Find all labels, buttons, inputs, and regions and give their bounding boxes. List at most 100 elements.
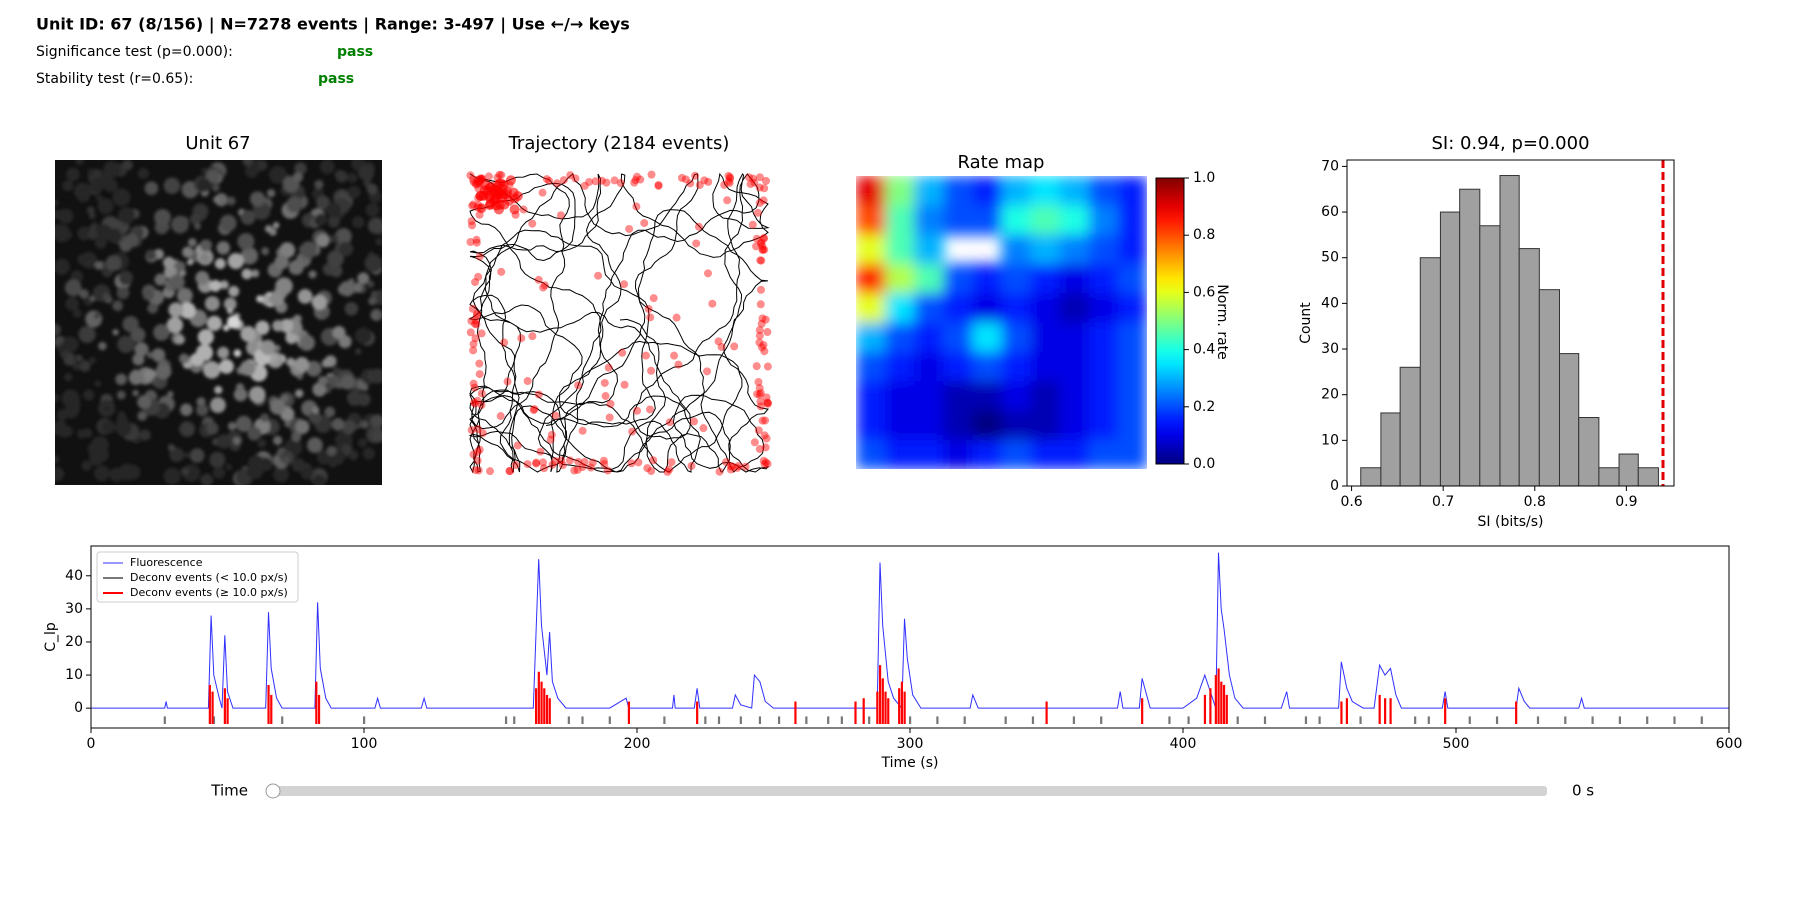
event-dot — [686, 179, 695, 188]
cell — [311, 294, 327, 310]
heat-cell — [1088, 322, 1119, 353]
cell — [370, 312, 378, 320]
event-dot — [763, 399, 772, 408]
event-dot — [641, 351, 650, 360]
event-dot — [644, 304, 653, 313]
cell — [178, 353, 190, 364]
cell — [227, 421, 237, 431]
cell — [269, 165, 287, 184]
heat-cell — [943, 176, 973, 206]
heat-cell — [856, 176, 886, 206]
event-dot — [470, 398, 479, 407]
event-dot — [753, 390, 762, 399]
event-bar — [1359, 716, 1362, 724]
heat-cell — [972, 410, 1002, 441]
event-dot — [467, 426, 476, 435]
event-bar — [548, 698, 551, 724]
x-axis-label: SI (bits/s) — [1478, 514, 1544, 530]
event-dot — [632, 202, 641, 211]
cell — [274, 254, 289, 270]
cell — [316, 450, 332, 465]
heat-cell — [1117, 234, 1147, 265]
heat-cell — [1001, 351, 1032, 382]
heat-cell — [1088, 234, 1119, 265]
cell — [169, 274, 185, 290]
cell — [87, 261, 96, 269]
heat-cell — [943, 322, 973, 353]
cells — [55, 160, 382, 485]
event-dot — [509, 193, 520, 204]
event-dot — [761, 416, 770, 425]
cell — [256, 295, 264, 303]
event-dot — [466, 171, 475, 180]
event-dot — [708, 299, 717, 308]
cell — [266, 189, 276, 198]
event-dot — [469, 450, 478, 459]
cell — [292, 172, 304, 183]
cell — [87, 441, 103, 457]
event-dot — [755, 331, 764, 340]
event-dot — [511, 460, 520, 469]
event-bar — [223, 688, 226, 724]
cell — [364, 254, 382, 273]
event-dot — [640, 219, 649, 228]
header-title: Unit ID: 67 (8/156) | N=7278 events | Ra… — [36, 15, 630, 35]
cell — [85, 310, 103, 328]
slider-track[interactable] — [273, 786, 1547, 796]
cell — [134, 342, 149, 357]
heat-cell — [1088, 381, 1119, 411]
event-dot — [756, 256, 765, 265]
heat-cell — [1030, 322, 1061, 353]
cell — [329, 234, 339, 244]
heat-cell — [943, 351, 973, 382]
cell — [97, 198, 114, 214]
event-dot — [752, 362, 761, 371]
panel-title: Rate map — [958, 152, 1045, 173]
event-dot — [755, 390, 764, 399]
event-dot — [532, 458, 541, 467]
axes-frame — [1346, 159, 1675, 487]
cell — [321, 358, 331, 368]
cell — [235, 415, 252, 432]
event-dot — [703, 367, 712, 376]
y-tick-label: 10 — [1321, 432, 1339, 448]
test-result: pass — [337, 44, 373, 60]
event-dot — [468, 201, 477, 210]
event-dot — [757, 285, 766, 294]
cell — [305, 360, 322, 377]
event-dot — [495, 170, 504, 179]
event-dot — [484, 172, 493, 181]
cell — [93, 312, 101, 319]
cell — [316, 234, 330, 248]
event-bar — [1168, 716, 1171, 724]
slider-handle[interactable] — [265, 783, 281, 799]
event-bar — [581, 716, 584, 724]
event-dot — [505, 467, 514, 476]
test-label: Significance test (p=0.000): — [36, 44, 233, 60]
cell — [56, 409, 69, 421]
event-dot — [627, 459, 636, 468]
y-tick-label: 70 — [1321, 158, 1339, 174]
heat-cell — [885, 410, 915, 441]
cell — [102, 292, 111, 301]
event-dot — [538, 188, 547, 197]
event-dot — [517, 334, 526, 343]
event-bar — [887, 698, 890, 724]
cell — [358, 164, 375, 181]
event-bar — [1031, 716, 1035, 724]
cell — [94, 465, 110, 482]
heat-cell — [1001, 263, 1032, 294]
event-dot — [756, 397, 765, 406]
heat-cell — [914, 293, 944, 323]
cell — [55, 258, 70, 275]
cell — [197, 328, 214, 346]
event-bar — [1384, 698, 1387, 724]
event-bar — [504, 716, 508, 724]
cell — [94, 261, 104, 270]
heat-cell — [914, 410, 944, 441]
y-tick-label: 50 — [1321, 250, 1339, 266]
event-dot — [646, 313, 655, 322]
heat-cell — [914, 205, 944, 236]
x-tick-label: 0.9 — [1615, 494, 1637, 510]
event-dot — [759, 233, 768, 242]
